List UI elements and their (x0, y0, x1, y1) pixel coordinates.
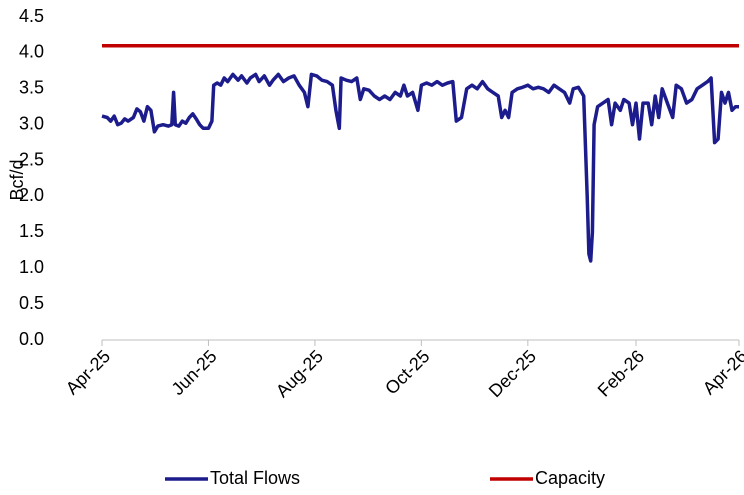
x-tick-label: Apr-26 (699, 346, 744, 398)
y-tick-label: 3.0 (19, 113, 44, 133)
x-tick-label: Oct-25 (381, 346, 433, 398)
legend-label: Total Flows (210, 468, 300, 488)
x-tick-label: Feb-26 (594, 346, 648, 400)
y-axis-label: Bcf/d (7, 159, 27, 200)
x-tick-label: Dec-25 (485, 346, 540, 401)
y-tick-label: 1.5 (19, 221, 44, 241)
x-tick-label: Jun-25 (168, 346, 221, 399)
series-line (101, 72, 739, 263)
legend-label: Capacity (535, 468, 605, 488)
x-tick-label: Aug-25 (272, 346, 327, 401)
y-tick-label: 1.0 (19, 257, 44, 277)
y-tick-label: 4.0 (19, 42, 44, 62)
y-tick-label: 0.0 (19, 329, 44, 349)
y-tick-label: 0.5 (19, 293, 44, 313)
x-tick-label: Apr-25 (62, 346, 114, 398)
y-tick-label: 2.0 (19, 185, 44, 205)
y-tick-label: 3.5 (19, 78, 44, 98)
y-tick-label: 4.5 (19, 6, 44, 26)
y-tick-label: 2.5 (19, 149, 44, 169)
